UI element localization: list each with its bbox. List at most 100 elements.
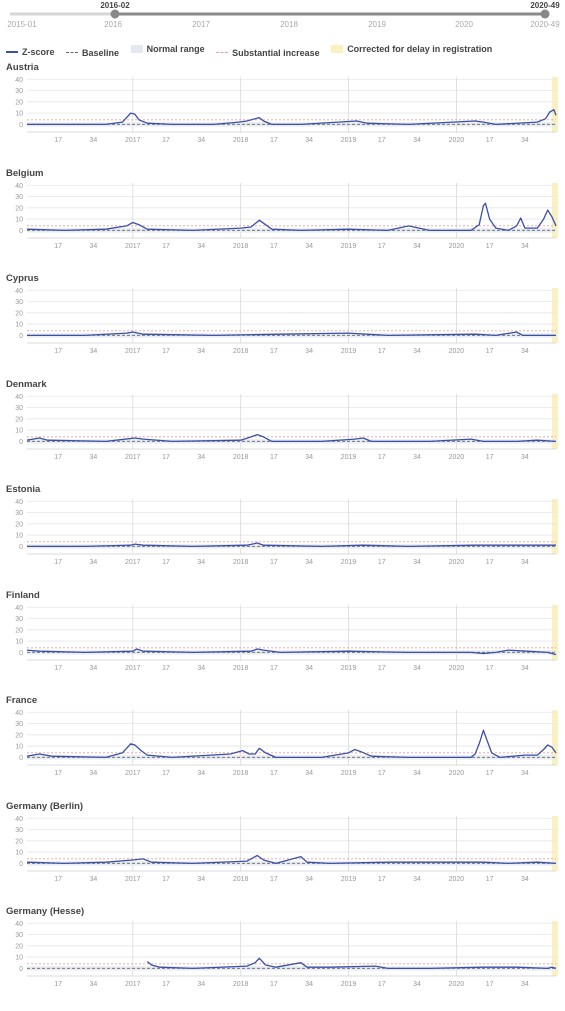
x-tick-label: 34 (521, 559, 529, 566)
y-tick-label: 10 (15, 427, 23, 434)
x-tick-label: 17 (54, 770, 62, 777)
x-tick-label: 2018 (233, 454, 249, 461)
x-tick-label: 34 (521, 665, 529, 672)
x-tick-label: 2017 (125, 665, 141, 672)
legend-item-substantial[interactable]: Substantial increase (216, 48, 320, 58)
y-tick-label: 40 (15, 604, 23, 611)
zscore-line[interactable] (27, 542, 556, 548)
x-tick-label: 2017 (125, 770, 141, 777)
legend-item-normal-range[interactable]: Normal range (130, 44, 205, 54)
corrected-delay-band (551, 77, 558, 132)
slider-year-label: 2019 (368, 20, 386, 29)
country-title: Cyprus (6, 273, 39, 284)
y-tick-label: 20 (15, 416, 23, 423)
zscore-line[interactable] (27, 109, 557, 126)
x-tick-label: 2020 (449, 665, 465, 672)
x-tick-label: 34 (89, 876, 97, 883)
x-tick-label: 17 (270, 454, 278, 461)
x-tick-label: 2020 (449, 981, 465, 988)
time-range-slider[interactable]: 2016-02 2020-49 2015-01 2016 2017 2018 2019… (0, 0, 565, 32)
y-tick-label: 30 (15, 194, 23, 201)
x-tick-label: 17 (54, 876, 62, 883)
corrected-delay-band (551, 921, 558, 976)
x-tick-label: 17 (378, 559, 386, 566)
x-tick-label: 17 (378, 348, 386, 355)
y-tick-label: 40 (15, 288, 23, 295)
country-panel: France 0 10 20 30 40 17 34 2017 17 34 2018 17 34 2019 1… (0, 695, 565, 800)
y-tick-label: 20 (15, 205, 23, 212)
y-tick-label: 30 (15, 405, 23, 412)
country-line-chart: 0 10 20 30 40 17 34 2017 17 34 2018 17 34 2019 17 34 202… (15, 393, 558, 461)
x-tick-label: 2018 (233, 348, 249, 355)
y-tick-label: 10 (15, 849, 23, 856)
country-panel: Cyprus 0 10 20 30 40 17 34 2017 17 34 2018 17 34 2019 1… (0, 273, 565, 378)
zscore-line[interactable] (26, 433, 557, 442)
y-tick-label: 30 (15, 299, 23, 306)
slider-selected-start-label: 2016-02 (100, 1, 130, 10)
x-tick-label: 34 (305, 559, 313, 566)
x-tick-label: 17 (270, 559, 278, 566)
zscore-line[interactable] (26, 729, 557, 759)
zscore-line[interactable] (26, 854, 557, 864)
x-tick-label: 17 (162, 559, 170, 566)
x-tick-label: 17 (162, 137, 170, 144)
y-tick-label: 30 (15, 510, 23, 517)
country-line-chart: 0 10 20 30 40 17 34 2017 17 34 2018 17 34 2019 17 34 202… (15, 288, 558, 355)
slider-min-label: 2015-01 (7, 20, 37, 29)
x-tick-label: 2017 (125, 348, 141, 355)
y-tick-label: 10 (15, 533, 23, 540)
x-tick-label: 34 (197, 137, 205, 144)
legend: Z-score Baseline Normal range Substantia… (6, 44, 565, 58)
x-tick-label: 17 (162, 348, 170, 355)
y-tick-label: 20 (15, 732, 23, 739)
x-tick-label: 34 (413, 137, 421, 144)
legend-swatch-baseline (66, 52, 79, 53)
x-tick-label: 2019 (341, 559, 357, 566)
x-tick-label: 2019 (341, 454, 357, 461)
x-tick-label: 34 (305, 981, 313, 988)
x-tick-label: 34 (521, 981, 529, 988)
x-tick-label: 17 (378, 876, 386, 883)
slider-year-label: 2020 (455, 20, 473, 29)
x-tick-label: 34 (413, 559, 421, 566)
corrected-delay-band (551, 604, 558, 660)
x-tick-label: 17 (162, 243, 170, 250)
slider-start-handle[interactable] (110, 9, 120, 19)
x-tick-label: 2018 (233, 243, 249, 250)
x-tick-label: 2020 (449, 770, 465, 777)
x-tick-label: 17 (54, 454, 62, 461)
country-line-chart: 0 10 20 30 40 17 34 2017 17 34 2018 17 34 2019 17 34 202… (15, 710, 558, 777)
legend-item-corrected[interactable]: Corrected for delay in registration (331, 44, 492, 54)
corrected-delay-band (551, 499, 558, 554)
legend-item-zscore[interactable]: Z-score (6, 47, 55, 57)
y-tick-label: 40 (15, 710, 23, 717)
x-tick-label: 17 (270, 243, 278, 250)
x-tick-label: 2019 (341, 348, 357, 355)
x-tick-label: 17 (486, 348, 494, 355)
legend-item-baseline[interactable]: Baseline (66, 48, 119, 58)
zscore-line[interactable] (146, 957, 557, 970)
x-tick-label: 34 (89, 454, 97, 461)
y-tick-label: 10 (15, 638, 23, 645)
y-tick-label: 0 (19, 438, 23, 445)
country-line-chart: 0 10 20 30 40 17 34 2017 17 34 2018 17 34 2019 17 34 202… (15, 77, 558, 144)
country-line-chart: 0 10 20 30 40 17 34 2017 17 34 2018 17 34 2019 17 34 202… (15, 499, 558, 566)
country-panel: Estonia 0 10 20 30 40 17 34 2017 17 34 2018 17 34 2019… (0, 484, 565, 589)
x-tick-label: 17 (270, 348, 278, 355)
country-panel: Finland 0 10 20 30 40 17 34 2017 17 34 2018 17 34 2019… (0, 590, 565, 695)
x-tick-label: 34 (89, 981, 97, 988)
slider-end-handle[interactable] (540, 9, 550, 19)
x-tick-label: 34 (521, 876, 529, 883)
y-tick-label: 10 (15, 955, 23, 962)
zscore-line[interactable] (27, 331, 556, 337)
x-tick-label: 34 (521, 243, 529, 250)
y-tick-label: 0 (19, 333, 23, 340)
y-tick-label: 40 (15, 815, 23, 822)
x-tick-label: 2017 (125, 243, 141, 250)
zscore-line[interactable] (26, 202, 557, 231)
y-tick-label: 0 (19, 755, 23, 762)
corrected-delay-band (551, 710, 558, 765)
y-tick-label: 30 (15, 932, 23, 939)
x-tick-label: 17 (162, 770, 170, 777)
zscore-line[interactable] (26, 647, 557, 655)
